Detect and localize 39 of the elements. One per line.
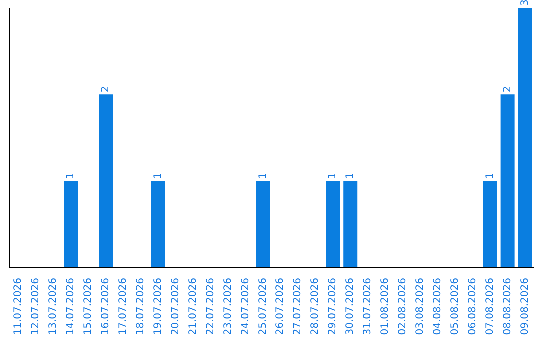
data-label: 3	[520, 0, 531, 6]
x-tick-label: 11.07.2026	[13, 278, 24, 336]
data-label: 1	[328, 172, 339, 180]
x-tick-label: 03.08.2026	[414, 278, 426, 336]
data-label: 1	[66, 172, 77, 180]
x-tick-label: 24.07.2026	[240, 278, 252, 336]
x-tick-label: 18.07.2026	[136, 278, 146, 336]
x-tick-label: 06.08.2026	[467, 278, 478, 336]
data-label: 1	[345, 172, 356, 180]
x-tick-label: 29.07.2026	[328, 278, 339, 336]
x-tick-label: 19.07.2026	[152, 278, 164, 336]
x-tick-label: 17.07.2026	[118, 278, 130, 336]
x-tick-label: 27.07.2026	[292, 278, 304, 336]
x-tick-label: 07.08.2026	[484, 278, 496, 336]
x-tick-label: 16.07.2026	[100, 278, 112, 336]
x-tick-label: 23.07.2026	[222, 278, 234, 336]
data-label: 2	[100, 86, 112, 93]
data-label: 1	[484, 172, 496, 180]
x-tick-label: 04.08.2026	[432, 278, 444, 336]
x-tick-label: 25.07.2026	[258, 278, 269, 336]
x-tick-label: 20.07.2026	[170, 278, 182, 336]
data-label: 1	[258, 172, 269, 180]
x-tick-label: 31.07.2026	[362, 278, 374, 336]
data-label: 2	[502, 86, 514, 93]
x-tick-label: 09.08.2026	[520, 278, 531, 336]
x-tick-label: 21.07.2026	[188, 278, 199, 336]
x-tick-label: 14.07.2026	[66, 278, 77, 336]
x-tick-label: 01.08.2026	[380, 278, 392, 336]
x-tick-label: 28.07.2026	[310, 278, 322, 336]
x-tick-label: 02.08.2026	[398, 278, 408, 336]
x-tick-label: 15.07.2026	[83, 278, 94, 336]
x-tick-label: 13.07.2026	[48, 278, 60, 336]
x-tick-label: 08.08.2026	[502, 278, 514, 336]
x-tick-label: 26.07.2026	[275, 278, 286, 336]
x-tick-label: 12.07.2026	[30, 278, 42, 336]
x-tick-label: 05.08.2026	[450, 278, 461, 336]
x-tick-label: 30.07.2026	[345, 278, 356, 336]
x-tick-label: 22.07.2026	[205, 278, 216, 336]
data-label: 1	[152, 172, 164, 180]
